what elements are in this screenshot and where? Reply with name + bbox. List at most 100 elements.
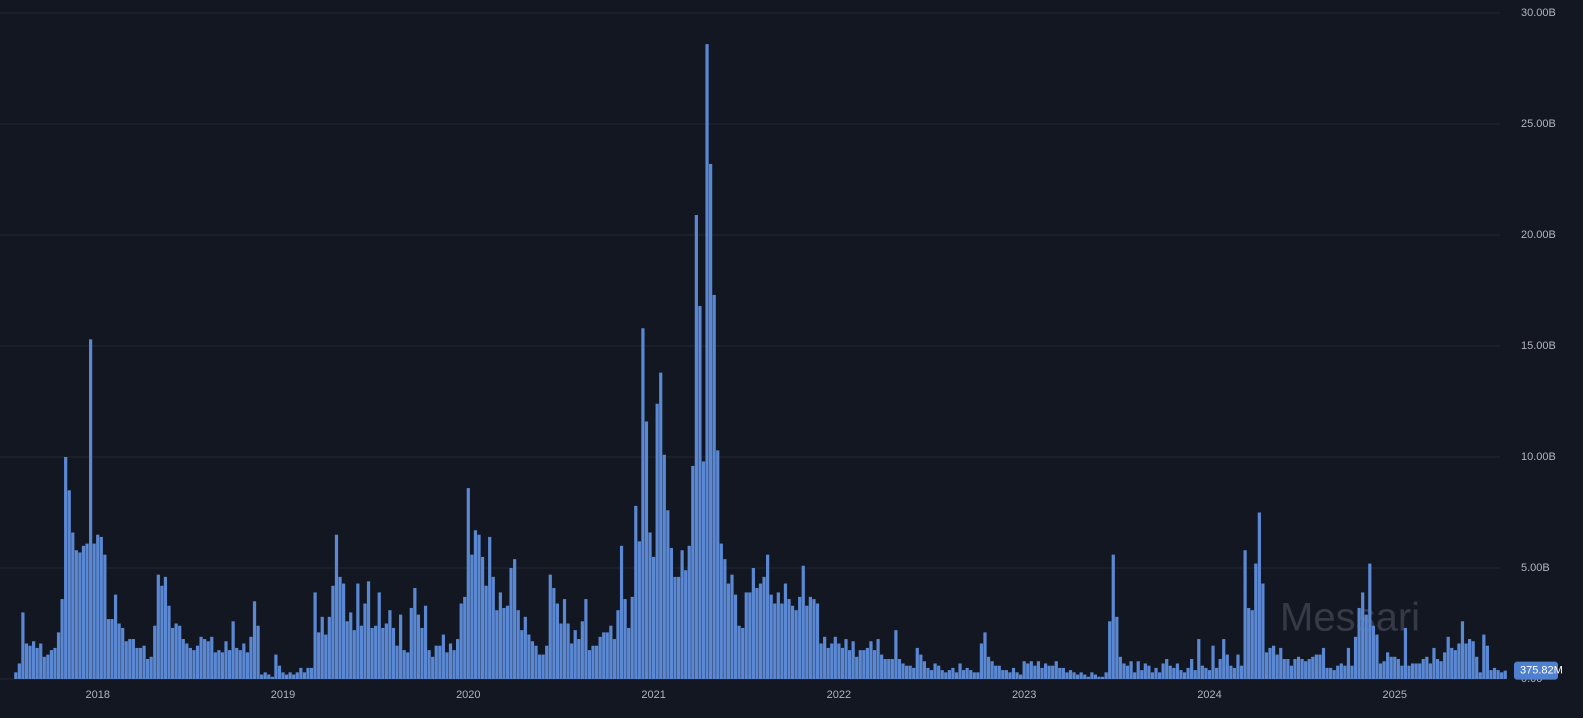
bar — [295, 672, 299, 679]
bar — [559, 623, 563, 679]
bar — [1386, 652, 1390, 679]
bar — [1492, 667, 1497, 679]
bar — [562, 599, 567, 679]
bar — [627, 627, 631, 679]
bar — [904, 665, 909, 679]
bar — [135, 647, 139, 679]
bar — [1257, 512, 1261, 679]
bar — [1482, 634, 1486, 679]
bar — [733, 594, 738, 679]
bar — [1054, 661, 1058, 679]
bar — [680, 550, 684, 679]
bar — [1378, 663, 1383, 679]
bar — [623, 599, 627, 679]
bar — [1368, 563, 1372, 679]
bar — [1072, 672, 1076, 679]
bar — [78, 552, 82, 679]
bar — [865, 647, 870, 679]
bar — [758, 583, 763, 679]
bar — [915, 647, 919, 679]
bar — [1118, 656, 1122, 679]
x-tick-label: 2024 — [1197, 689, 1221, 701]
bar — [673, 576, 677, 679]
bar — [1410, 663, 1415, 679]
bar — [1264, 652, 1269, 679]
bar — [619, 545, 624, 679]
bar — [1332, 670, 1336, 679]
bar — [1293, 659, 1297, 679]
bar — [1457, 643, 1461, 679]
bar — [1140, 670, 1144, 679]
bar — [826, 647, 830, 679]
bar — [1478, 672, 1482, 679]
bar — [156, 574, 160, 679]
bar — [994, 665, 998, 679]
bar — [146, 659, 150, 679]
bar — [666, 510, 670, 679]
bar — [862, 650, 866, 679]
bar — [235, 647, 239, 679]
bar — [709, 163, 713, 679]
bar — [801, 565, 805, 679]
bar — [495, 610, 499, 679]
bar — [270, 676, 274, 679]
bar — [477, 534, 481, 679]
bar — [630, 596, 634, 679]
bar — [573, 630, 577, 679]
bar — [1300, 659, 1304, 679]
bar — [577, 639, 581, 679]
bar — [1247, 607, 1251, 679]
bar — [776, 592, 780, 679]
bar — [185, 643, 189, 679]
bar — [637, 541, 641, 679]
bar — [1382, 661, 1386, 679]
bar — [659, 372, 663, 679]
bar — [726, 583, 731, 679]
x-tick-label: 2019 — [271, 689, 295, 701]
bar — [880, 654, 884, 679]
bar — [89, 339, 93, 679]
bar — [1065, 672, 1069, 679]
bar — [730, 574, 734, 679]
bar — [940, 670, 944, 679]
bar — [245, 652, 249, 679]
bar — [798, 596, 802, 679]
bar — [701, 461, 706, 679]
bar — [423, 605, 428, 679]
bar — [1200, 665, 1204, 679]
bar — [1029, 661, 1033, 679]
bar — [199, 636, 203, 679]
bar — [1475, 656, 1479, 679]
bar — [744, 592, 748, 679]
bar — [1432, 647, 1436, 679]
bar — [188, 647, 192, 679]
bar — [1161, 663, 1165, 679]
bar — [769, 594, 773, 679]
bar — [616, 610, 620, 679]
bar — [1236, 654, 1240, 679]
bar — [840, 647, 845, 679]
bar — [391, 627, 396, 679]
bar — [484, 585, 488, 679]
bar — [1393, 656, 1397, 679]
bar — [252, 601, 257, 679]
bar — [808, 596, 812, 679]
bar — [206, 641, 210, 679]
bar — [81, 545, 86, 679]
bar — [837, 643, 841, 679]
bar — [1375, 634, 1379, 679]
bar — [1136, 661, 1140, 679]
bar — [694, 215, 698, 679]
bar — [1464, 643, 1468, 679]
bar — [1268, 647, 1272, 679]
bar — [1453, 650, 1457, 679]
bar — [160, 585, 164, 679]
bar — [39, 643, 43, 679]
bar — [922, 661, 927, 679]
bar — [1503, 670, 1507, 679]
bar — [780, 603, 784, 679]
bar — [1001, 670, 1005, 679]
bar — [937, 665, 941, 679]
bar — [1033, 665, 1037, 679]
bar — [1133, 672, 1137, 679]
